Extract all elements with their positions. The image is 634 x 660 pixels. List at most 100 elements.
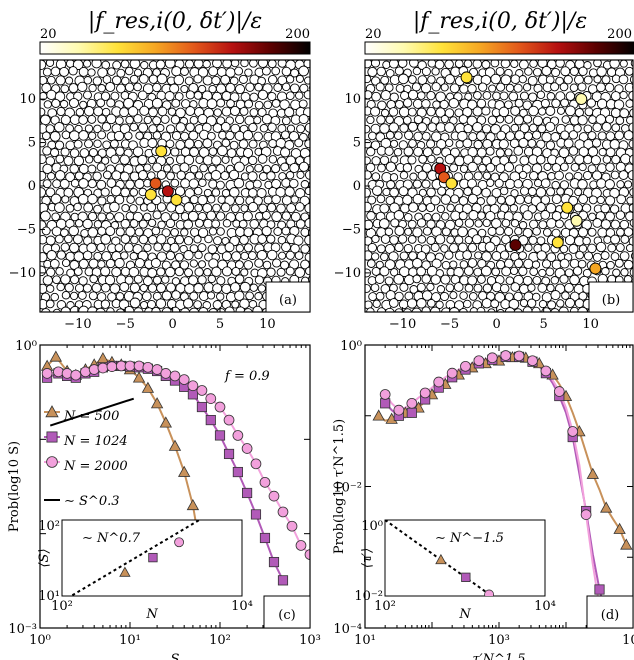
particle — [564, 268, 574, 278]
particle — [229, 92, 240, 102]
particle — [564, 297, 576, 309]
particle — [404, 227, 413, 236]
particle — [431, 82, 441, 92]
x-tick-label: −10 — [64, 317, 91, 332]
particle — [87, 211, 98, 222]
particle — [171, 277, 181, 286]
particle — [101, 251, 112, 262]
particle — [88, 148, 98, 158]
particle — [412, 257, 423, 269]
particle — [519, 298, 529, 308]
particle — [531, 292, 541, 302]
particle — [615, 161, 626, 172]
colorbar-max-right: 200 — [607, 27, 632, 42]
particle — [426, 139, 436, 149]
particle — [628, 236, 633, 247]
particle — [87, 227, 99, 238]
particle — [109, 201, 120, 213]
inset-y-tick-label: 10² — [38, 519, 60, 534]
particle — [402, 115, 412, 125]
particle — [531, 306, 541, 312]
particle — [458, 211, 468, 221]
particle — [188, 178, 199, 189]
particle — [95, 307, 106, 312]
particle — [554, 170, 564, 181]
particle — [420, 83, 432, 94]
particle — [368, 292, 378, 302]
particle — [207, 274, 216, 284]
particle — [171, 98, 181, 108]
particle — [538, 220, 548, 230]
particle — [309, 148, 310, 154]
particle — [473, 267, 483, 277]
particle — [286, 124, 296, 133]
particle — [123, 242, 134, 253]
particle — [550, 132, 561, 142]
particle — [88, 258, 99, 269]
particle — [206, 195, 216, 204]
particle — [56, 106, 66, 117]
particle — [86, 242, 97, 254]
particle — [129, 219, 139, 228]
guide-line — [49, 397, 135, 427]
particle — [61, 195, 70, 204]
particle — [59, 178, 70, 189]
particle — [165, 218, 176, 229]
particle — [106, 98, 116, 108]
colorbar-min-right: 20 — [365, 27, 382, 42]
particle — [385, 68, 395, 78]
particle — [394, 291, 404, 302]
particle — [547, 172, 556, 181]
particle — [476, 274, 486, 284]
particle — [87, 68, 96, 77]
particle — [367, 195, 377, 205]
particle — [449, 83, 460, 94]
particle — [96, 242, 106, 253]
data-point — [594, 584, 605, 595]
particle — [398, 140, 408, 150]
particle — [180, 228, 189, 237]
particle — [413, 131, 423, 142]
particle — [393, 131, 403, 140]
particle — [96, 162, 106, 172]
particle — [87, 193, 98, 205]
particle — [421, 306, 431, 312]
particle — [120, 60, 130, 69]
particle — [583, 154, 593, 165]
particle — [509, 204, 519, 213]
particle — [399, 170, 409, 180]
particle — [519, 186, 530, 196]
particle — [221, 155, 230, 164]
panel-label: (a) — [279, 293, 297, 308]
particle — [151, 226, 161, 236]
particle — [211, 75, 221, 86]
particle — [440, 114, 449, 124]
particle — [481, 60, 491, 69]
particle — [406, 298, 418, 309]
particle — [592, 218, 603, 228]
particle — [600, 251, 610, 260]
particle — [101, 122, 112, 132]
particle — [482, 218, 491, 228]
particle — [138, 219, 148, 229]
particle — [239, 106, 249, 116]
particle — [135, 131, 144, 140]
particle — [625, 211, 633, 222]
particle — [70, 275, 80, 285]
particle — [230, 204, 240, 214]
particle — [230, 282, 241, 293]
data-point — [473, 355, 485, 367]
particle — [416, 266, 426, 277]
particle-field — [40, 60, 310, 312]
particle — [212, 203, 221, 213]
force-hotspot — [575, 93, 588, 106]
particle — [70, 178, 80, 188]
particle — [221, 266, 233, 277]
particle — [112, 60, 122, 70]
particle — [578, 244, 588, 253]
particle — [474, 251, 483, 260]
particle — [510, 189, 519, 198]
particle — [371, 234, 380, 244]
particle — [582, 170, 593, 181]
data-point — [460, 360, 471, 372]
